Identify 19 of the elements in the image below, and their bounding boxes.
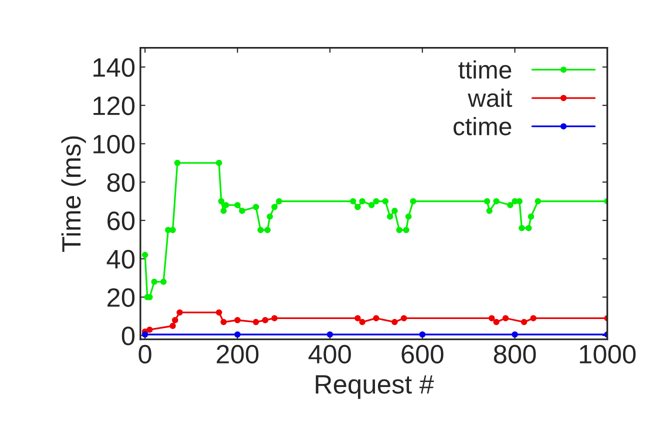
- y-axis-title: Time (ms): [61, 136, 86, 252]
- x-tick-label: 600: [402, 344, 444, 364]
- y-tick-label: 100: [94, 134, 135, 154]
- x-tick-label: 400: [308, 344, 351, 364]
- legend-label: wait: [468, 88, 512, 108]
- y-tick-label: 120: [94, 96, 135, 116]
- legend-label: ctime: [454, 116, 512, 136]
- legend-label: ttime: [458, 60, 512, 79]
- y-tick-label: 40: [106, 250, 135, 269]
- y-tick-label: 0: [122, 326, 135, 346]
- x-tick-label: 1000: [580, 344, 636, 364]
- y-tick-label: 20: [108, 288, 135, 307]
- x-axis-title: Request #: [316, 375, 434, 399]
- x-tick-label: 800: [494, 344, 536, 364]
- y-tick-label: 60: [108, 212, 135, 230]
- y-tick-label: 80: [107, 173, 135, 192]
- x-tick-label: 200: [216, 344, 258, 364]
- y-tick-label: 140: [94, 58, 135, 77]
- x-tick-label: 0: [138, 344, 152, 364]
